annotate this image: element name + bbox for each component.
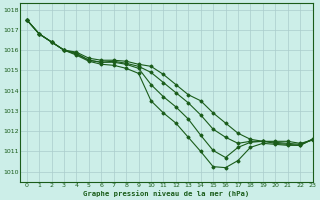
X-axis label: Graphe pression niveau de la mer (hPa): Graphe pression niveau de la mer (hPa)	[84, 190, 250, 197]
